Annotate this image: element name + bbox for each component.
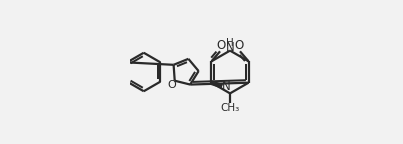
Text: N: N bbox=[226, 41, 235, 54]
Text: O: O bbox=[234, 39, 243, 52]
Text: O: O bbox=[168, 80, 177, 90]
Text: CH₃: CH₃ bbox=[220, 103, 240, 113]
Text: H: H bbox=[226, 38, 234, 48]
Text: O: O bbox=[217, 39, 226, 52]
Text: N: N bbox=[222, 80, 231, 93]
